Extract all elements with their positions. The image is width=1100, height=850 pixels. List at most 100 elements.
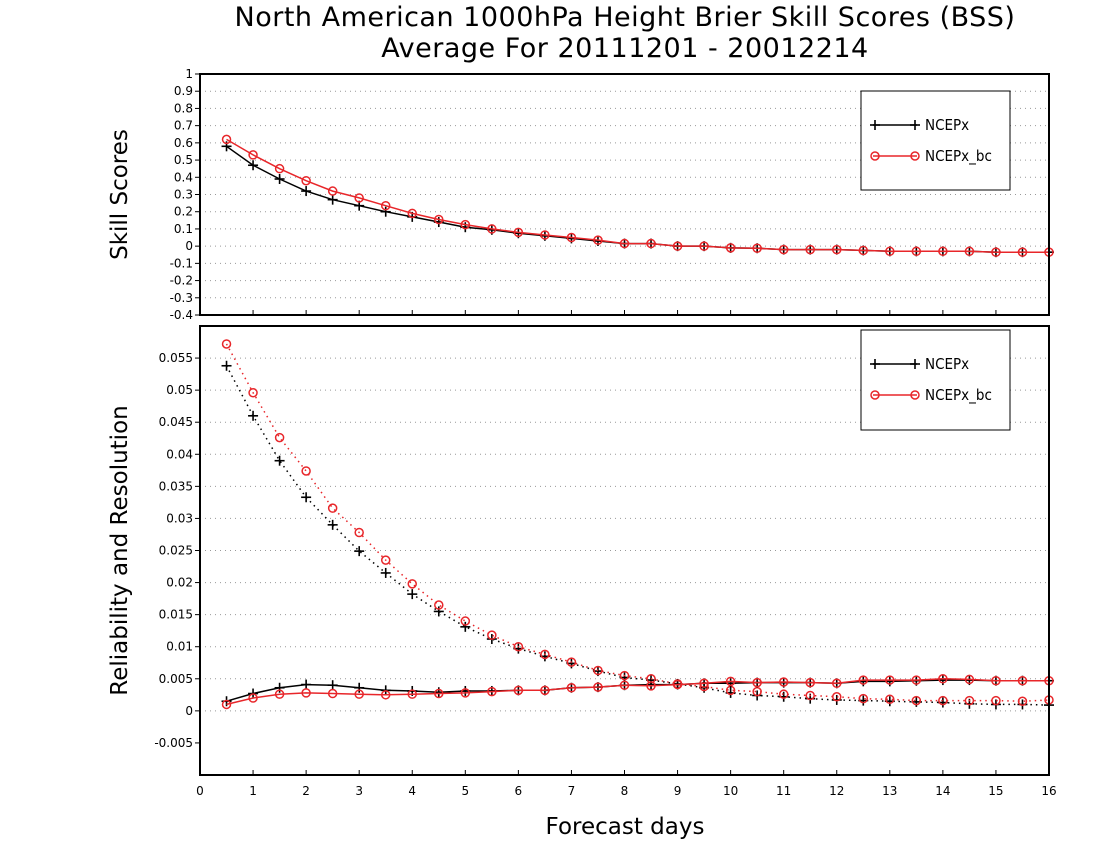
data-point [778,677,789,687]
data-point [513,227,524,238]
data-point [221,699,232,710]
x-axis-label: Forecast days [546,814,705,840]
y-tick-label: 0 [185,704,193,718]
data-point [593,665,603,676]
data-point [513,641,524,652]
y-tick-label: -0.3 [170,291,193,305]
data-point [301,492,312,503]
data-point [248,150,258,160]
x-tick-label: 4 [408,784,416,798]
y-tick-label: 0.02 [166,576,193,590]
data-point [354,527,364,538]
x-tick-label: 0 [196,784,204,798]
data-point [778,689,789,699]
data-point [938,246,948,257]
legend: NCEPx NCEPx_bc [860,90,1011,191]
data-point [805,244,815,255]
legend-marker [910,120,920,130]
data-point [380,690,391,700]
legend-box [860,329,1011,431]
data-point [778,244,789,255]
data-point [407,208,417,219]
data-point [380,555,391,565]
data-point [460,616,471,626]
y-tick-label: 0.05 [166,383,193,397]
data-point [646,238,656,249]
chart-title-line1: North American 1000hPa Height Brier Skil… [234,2,1016,33]
y-tick-label: 0.005 [159,672,193,686]
legend: NCEPx NCEPx_bc [860,329,1011,431]
series-NCEPx_bc-solid [221,134,1054,257]
data-point [327,688,338,699]
y-tick-label: -0.005 [154,736,193,750]
y-tick-label: 0 [185,239,193,253]
x-tick-label: 6 [515,784,523,798]
data-point [911,695,922,706]
x-tick-label: 5 [461,784,469,798]
data-point [699,678,709,689]
y-tick-label: 0.7 [174,119,193,133]
data-point [407,589,418,600]
legend-marker [870,151,880,161]
data-point [991,695,1001,706]
data-point [221,134,232,145]
data-point [1017,696,1028,706]
data-point [619,670,630,681]
data-point [487,630,497,640]
data-point [327,680,338,691]
legend-marker [910,359,920,369]
y-tick-label: 0.2 [174,205,193,219]
y-tick-label: 0.4 [174,170,193,184]
y-tick-label: 0.01 [166,640,193,654]
data-point [752,243,762,253]
data-point [646,681,656,691]
legend-label: NCEPx [925,355,969,373]
y-tick-label: 0.3 [174,188,193,202]
data-point [858,245,869,256]
data-point [964,674,975,685]
data-point [380,200,391,211]
y-tick-label: 0.035 [159,479,193,493]
data-point [274,174,285,185]
data-point [301,175,311,186]
y-tick-label: -0.4 [170,308,193,322]
y-tick-label: 0.04 [166,447,193,461]
skill-scores-panel: -0.4 -0.3 -0.2 -0.1 0 0.1 0.2 0.3 0.4 0.5 0.6 0.7 0.… [107,67,1054,322]
plot-frame [199,73,1050,316]
data-point [327,194,338,205]
data-point [434,214,444,225]
x-tick-label: 7 [568,784,576,798]
data-point [725,676,736,687]
y-tick-label: 0.055 [159,351,193,365]
data-point [513,685,524,696]
data-point [221,360,232,371]
legend-marker [870,390,880,400]
data-point [380,567,391,578]
x-tick-label: 11 [776,784,791,798]
chart-title-line2: Average For 20111201 - 20012214 [381,33,869,64]
data-point [566,683,577,693]
data-point [593,682,603,692]
data-point [805,690,815,701]
data-point [885,246,895,257]
data-point [301,679,312,690]
data-point [327,186,338,196]
data-point [460,219,471,230]
data-point [672,241,683,251]
x-tick-label: 12 [829,784,844,798]
data-point [274,455,285,466]
x-tick-label: 15 [988,784,1003,798]
data-point [248,410,259,421]
y-axis-label: Reliability and Resolution [107,405,133,695]
data-point [380,206,391,217]
data-point [938,674,948,684]
legend-item: NCEPx [870,355,969,373]
data-point [327,503,338,513]
data-point [274,682,285,693]
legend-item: NCEPx_bc [870,147,992,166]
data-point [832,691,842,702]
legend-item: NCEPx [870,116,969,134]
legend-marker [910,390,920,400]
data-point [540,230,550,240]
